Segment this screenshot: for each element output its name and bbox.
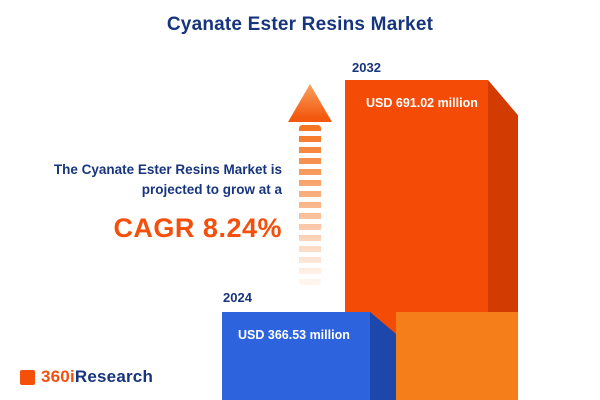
logo-text: 360iResearch <box>41 367 153 387</box>
bar-2024-front <box>222 312 370 400</box>
description-line-1: The Cyanate Ester Resins Market is <box>53 162 282 177</box>
description-line-2: projected to grow at a <box>141 182 282 198</box>
growth-arrow-dashed-tail <box>299 125 321 285</box>
bar-2024-year-label: 2024 <box>223 290 252 305</box>
logo-square-icon <box>20 369 35 385</box>
market-description: The Cyanate Ester Resins Market is proje… <box>16 160 282 248</box>
bar-2024-value-label: USD 366.53 million <box>238 328 350 342</box>
cagr-value: CAGR 8.24% <box>113 212 282 243</box>
growth-arrow-head <box>288 84 332 122</box>
page-title: Cyanate Ester Resins Market <box>166 14 434 35</box>
brand-logo: 360iResearch <box>20 367 153 387</box>
bar-2032-base <box>396 312 518 400</box>
bar-2032-year-label: 2032 <box>352 60 381 75</box>
growth-arrow-icon <box>288 84 332 286</box>
logo-text-suffix: Research <box>74 367 154 386</box>
logo-text-prefix: 360i <box>41 367 75 386</box>
bar-2032-value-label: USD 691.02 million <box>366 96 478 110</box>
